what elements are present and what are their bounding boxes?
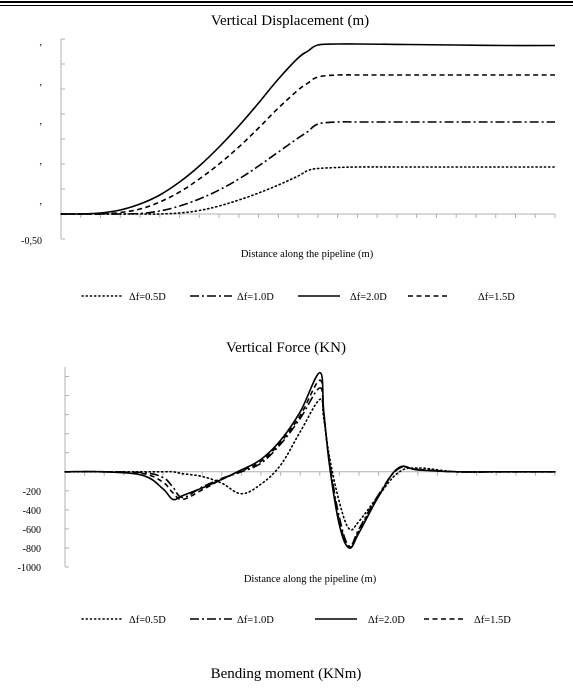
legend-label: Δf=1.5D (474, 615, 511, 626)
displacement-series (60, 43, 556, 215)
top-double-rule (0, 0, 573, 6)
series-line (64, 371, 555, 549)
force-legend: Δf=0.5D Δf=1.0D Δf=2.0D Δf=1.5D (81, 615, 511, 626)
force-y-tick-label: -200 (23, 487, 41, 498)
legend-label: Δf=1.5D (478, 292, 515, 303)
displacement-x-axis-label: Distance along the pipeline (m) (241, 249, 374, 260)
series-line (64, 379, 555, 548)
displacement-chart-title: Vertical Displacement (m) (211, 13, 369, 29)
displacement-y-tick-label: -0,50 (21, 236, 42, 247)
force-y-tick-label: -800 (23, 544, 41, 555)
series-line (60, 43, 556, 215)
force-y-tick-label: -400 (23, 506, 41, 517)
legend-label: Δf=1.0D (237, 615, 274, 626)
force-y-tick-labels: -200 -400 -600 -800 -1000 (18, 487, 41, 574)
series-line (61, 74, 555, 215)
legend-label: Δf=2.0D (350, 292, 387, 303)
legend-label: Δf=0.5D (129, 292, 166, 303)
displacement-axes (60, 38, 556, 240)
displacement-y-tick-label: , (40, 156, 43, 167)
force-y-tick-label: -1000 (18, 563, 41, 574)
displacement-y-tick-label: , (40, 116, 43, 127)
displacement-y-tick-label: , (40, 77, 43, 88)
force-y-tick-label: -600 (23, 525, 41, 536)
legend-label: Δf=1.0D (237, 292, 274, 303)
series-line (61, 121, 555, 215)
series-line (64, 387, 555, 548)
force-chart: Vertical Force (KN) -200 -400 -600 -800 -100… (18, 340, 556, 626)
force-axes (64, 367, 556, 568)
force-series (64, 371, 556, 549)
displacement-y-tick-label: , (40, 196, 43, 207)
legend-label: Δf=2.0D (368, 615, 405, 626)
force-x-axis-label: Distance along the pipeline (m) (244, 574, 377, 585)
series-line (60, 166, 556, 215)
series-line (64, 398, 556, 531)
displacement-chart: Vertical Displacement (m) , , , , , -0,5… (21, 13, 556, 303)
displacement-y-tick-labels: , , , , , -0,50 (21, 37, 42, 247)
bending-moment-chart-title: Bending moment (KNm) (211, 666, 362, 682)
force-chart-title: Vertical Force (KN) (226, 340, 346, 356)
displacement-y-tick-label: , (40, 37, 43, 48)
legend-label: Δf=0.5D (129, 615, 166, 626)
displacement-legend: Δf=0.5D Δf=1.0D Δf=2.0D Δf=1.5D (81, 292, 515, 303)
